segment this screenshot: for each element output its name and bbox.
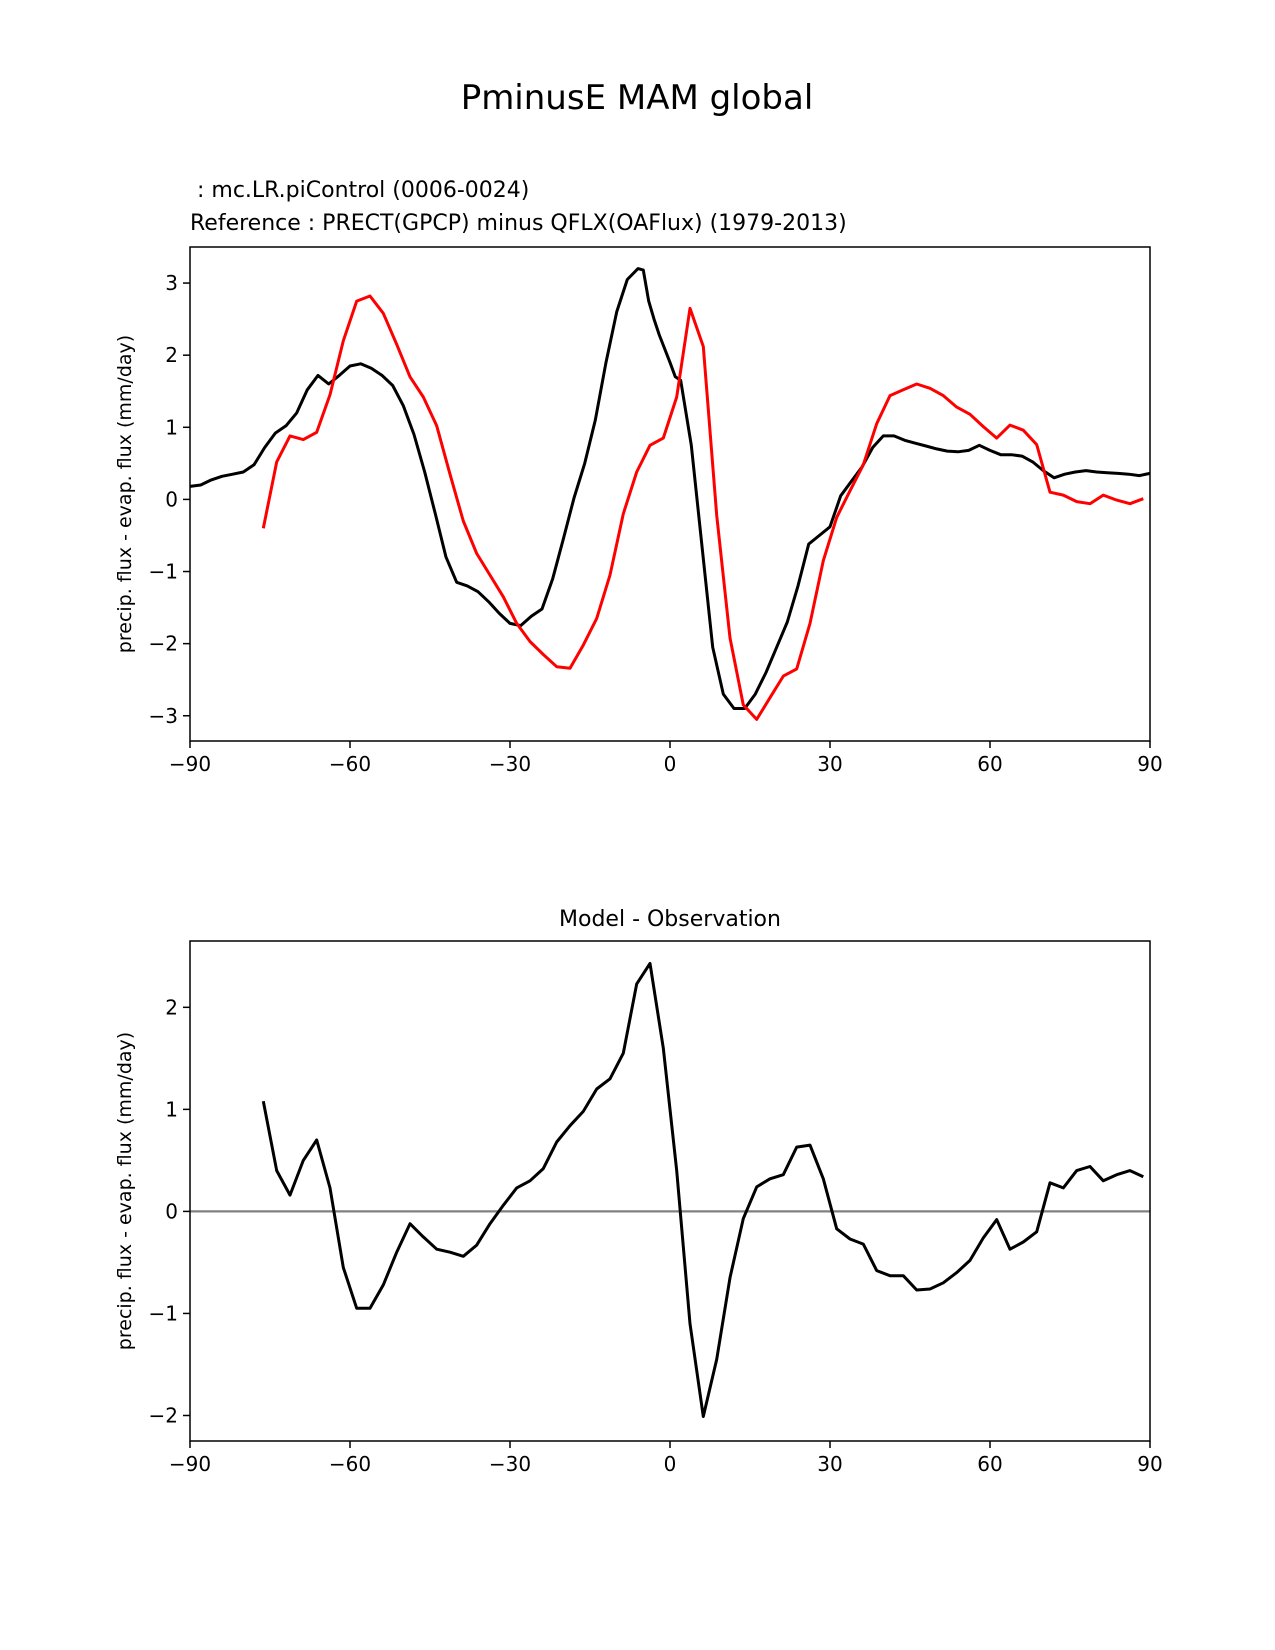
y-tick-label: 0 bbox=[165, 487, 178, 511]
y-tick-label: −2 bbox=[149, 632, 178, 656]
x-tick-label: −90 bbox=[169, 1452, 211, 1476]
y-tick-label: 2 bbox=[165, 995, 178, 1019]
x-tick-label: 30 bbox=[817, 752, 842, 776]
series-line-model bbox=[189, 267, 1151, 710]
y-tick-label: 3 bbox=[165, 271, 178, 295]
y-tick-label: 0 bbox=[165, 1199, 178, 1223]
top-panel: : mc.LR.piControl (0006-0024) Reference … bbox=[114, 178, 1163, 776]
bottom-panel: Model - Observation precip. flux - evap.… bbox=[114, 907, 1163, 1476]
difference-title: Model - Observation bbox=[559, 907, 781, 932]
x-tick-label: −90 bbox=[169, 752, 211, 776]
x-tick-label: 0 bbox=[664, 752, 677, 776]
axes-frame-top bbox=[189, 246, 1151, 742]
y-tick-label: 1 bbox=[165, 1097, 178, 1121]
y-tick-label: −1 bbox=[149, 560, 178, 584]
plot-area-bottom: −90 −60 −30 0 30 60 90 −2 −1 0 1 2 bbox=[149, 961, 1163, 1476]
x-tick-label: 0 bbox=[664, 1452, 677, 1476]
series-line-difference bbox=[261, 961, 1144, 1418]
x-tick-label: −30 bbox=[489, 1452, 531, 1476]
x-tick-label: 60 bbox=[977, 752, 1002, 776]
x-tick-label: −30 bbox=[489, 752, 531, 776]
y-tick-label: 2 bbox=[165, 343, 178, 367]
y-tick-label: −1 bbox=[149, 1301, 178, 1325]
y-axis-label: precip. flux - evap. flux (mm/day) bbox=[114, 335, 136, 653]
y-tick-label: −3 bbox=[149, 704, 178, 728]
figure-title: PminusE MAM global bbox=[461, 78, 814, 118]
x-tick-label: 90 bbox=[1137, 1452, 1162, 1476]
y-tick-label: −2 bbox=[149, 1403, 178, 1427]
x-tick-label: 60 bbox=[977, 1452, 1002, 1476]
plot-area-top: −90 −60 −30 0 30 60 90 −3 −2 −1 0 1 2 3 bbox=[149, 267, 1163, 776]
x-tick-label: 30 bbox=[817, 1452, 842, 1476]
x-tick-label: −60 bbox=[329, 752, 371, 776]
y-axis-label: precip. flux - evap. flux (mm/day) bbox=[114, 1032, 136, 1350]
axes-frame-bottom bbox=[189, 940, 1151, 1442]
series-line-reference bbox=[261, 294, 1144, 721]
y-tick-label: 1 bbox=[165, 415, 178, 439]
reference-title: Reference : PRECT(GPCP) minus QFLX(OAFlu… bbox=[190, 211, 847, 236]
x-tick-label: 90 bbox=[1137, 752, 1162, 776]
model-title: : mc.LR.piControl (0006-0024) bbox=[190, 178, 529, 203]
x-tick-label: −60 bbox=[329, 1452, 371, 1476]
